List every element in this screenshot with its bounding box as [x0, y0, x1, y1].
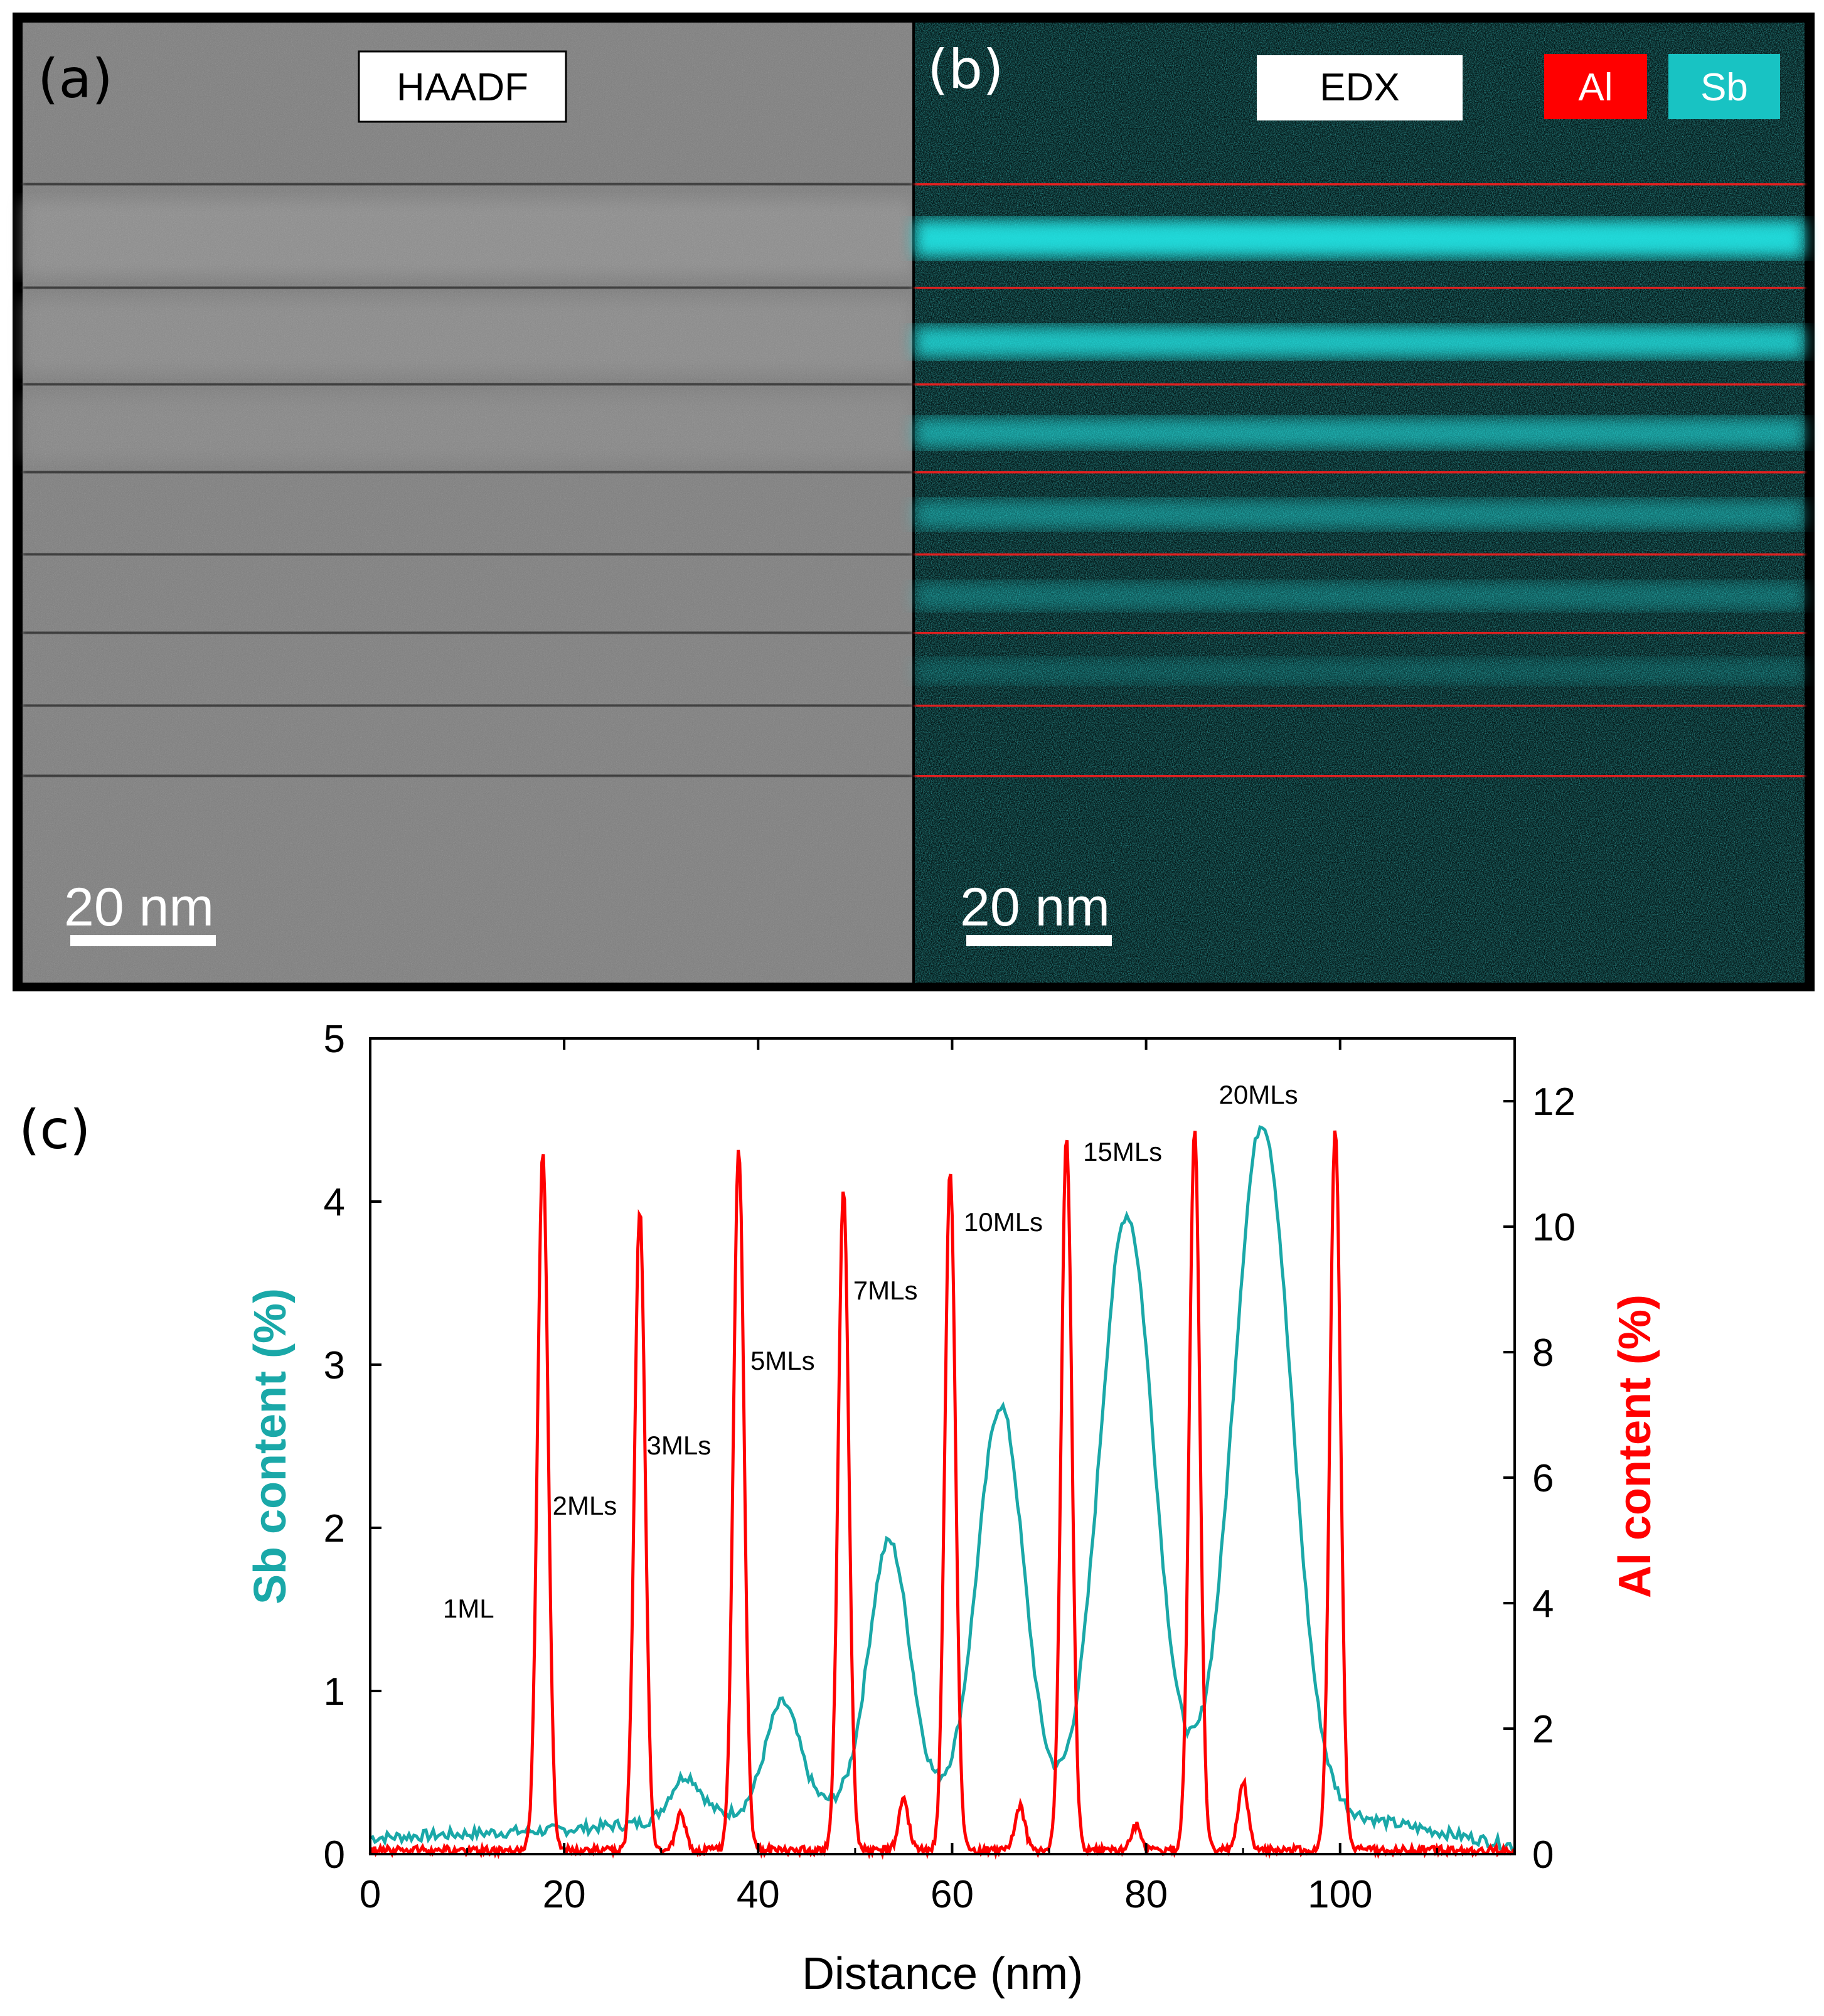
peak-annotation: 20MLs [1219, 1080, 1298, 1109]
edx-label-box [1257, 55, 1463, 120]
edx-sb-band [915, 220, 1805, 257]
y-left-tick-label: 3 [324, 1344, 345, 1387]
x-tick-label: 40 [737, 1873, 780, 1916]
legend-sb-label: Sb [1700, 66, 1748, 109]
peak-annotation: 5MLs [750, 1346, 815, 1375]
edx-al-line [914, 771, 1805, 781]
y-right-tick-label: 0 [1532, 1833, 1554, 1877]
y-right-tick-label: 6 [1532, 1457, 1554, 1500]
peak-annotation: 15MLs [1083, 1137, 1162, 1166]
x-axis-label: Distance (nm) [802, 1949, 1083, 1999]
edx-sb-band [915, 326, 1805, 358]
y-right-tick-label: 2 [1532, 1708, 1554, 1751]
haadf-dark-layer [22, 468, 913, 476]
legend-al-swatch [1544, 54, 1647, 119]
edx-al-line [914, 628, 1805, 637]
x-tick-label: 80 [1124, 1873, 1168, 1916]
edx-al-line [914, 283, 1805, 292]
edx-al-line [914, 701, 1805, 710]
haadf-dark-layer [22, 550, 913, 558]
edx-sb-band [915, 582, 1805, 610]
x-tick-label: 20 [543, 1873, 586, 1916]
peak-annotation: 2MLs [553, 1491, 617, 1520]
haadf-dark-layer [22, 284, 913, 292]
haadf-dark-layer [22, 772, 913, 780]
peak-annotations: 1ML 2MLs 3MLs 5MLs 7MLs 10MLs 15MLs 20MLs [443, 1080, 1298, 1623]
x-tick-label: 60 [931, 1873, 974, 1916]
y-right-tick-label: 4 [1532, 1582, 1554, 1626]
haadf-noise [23, 23, 912, 983]
edx-al-lines [914, 179, 1805, 781]
scale-bar-label-b: 20 nm [960, 877, 1110, 937]
panel-a-label: (a) [38, 48, 113, 110]
peak-annotation: 10MLs [964, 1207, 1043, 1237]
y-right-tick-label: 10 [1532, 1206, 1576, 1249]
panel-c-label: (c) [19, 1099, 90, 1161]
haadf-label: HAADF [397, 66, 528, 109]
edx-sb-band [915, 500, 1805, 529]
panel-b-label: (b) [927, 38, 1004, 101]
edx-al-line [914, 467, 1805, 477]
panel-b-edx: (b) EDX Al Sb 20 nm [912, 13, 1815, 991]
y-axis-left-label: Sb content (%) [245, 1288, 296, 1604]
edx-sb-bands [915, 220, 1805, 684]
haadf-dark-layer [22, 629, 913, 637]
panel-a-haadf: (a) HAADF 20 nm [13, 13, 916, 991]
peak-annotation: 1ML [443, 1594, 494, 1623]
legend-al-label: Al [1578, 66, 1613, 109]
y-axis-right-label: Al content (%) [1610, 1294, 1660, 1598]
plot-frame [369, 1037, 1516, 1855]
y-left-tick-label: 4 [324, 1181, 345, 1224]
edx-al-line [914, 179, 1805, 189]
edx-sb-band [915, 659, 1805, 684]
scale-bar-b [966, 935, 1112, 946]
edx-al-line [914, 380, 1805, 389]
haadf-dark-layer [22, 701, 913, 710]
series-al-line [368, 1130, 1515, 1860]
edx-sb-band [915, 418, 1805, 448]
y-left-tick-label: 5 [324, 1018, 345, 1061]
y-right-tick-label: 12 [1532, 1080, 1576, 1124]
haadf-label-box [358, 50, 567, 123]
y-left-tick-label: 1 [324, 1670, 345, 1714]
y-right-tick-label: 8 [1532, 1331, 1554, 1375]
peak-annotation: 3MLs [647, 1431, 712, 1460]
y-left-tick-label: 2 [324, 1507, 345, 1550]
legend-sb-swatch [1668, 54, 1780, 119]
y-left-tick-label: 0 [324, 1833, 345, 1877]
haadf-dark-layer [22, 380, 913, 388]
scale-bar-label-a: 20 nm [64, 877, 214, 937]
haadf-dark-layers [22, 180, 913, 780]
edx-label: EDX [1320, 66, 1399, 109]
haadf-dark-layer [22, 180, 913, 188]
x-tick-label: 0 [360, 1873, 381, 1916]
x-tick-label: 100 [1308, 1873, 1372, 1916]
chart-series [368, 1123, 1515, 1860]
edx-al-line [914, 550, 1805, 559]
scale-bar-a [70, 935, 216, 946]
peak-annotation: 7MLs [853, 1276, 918, 1305]
